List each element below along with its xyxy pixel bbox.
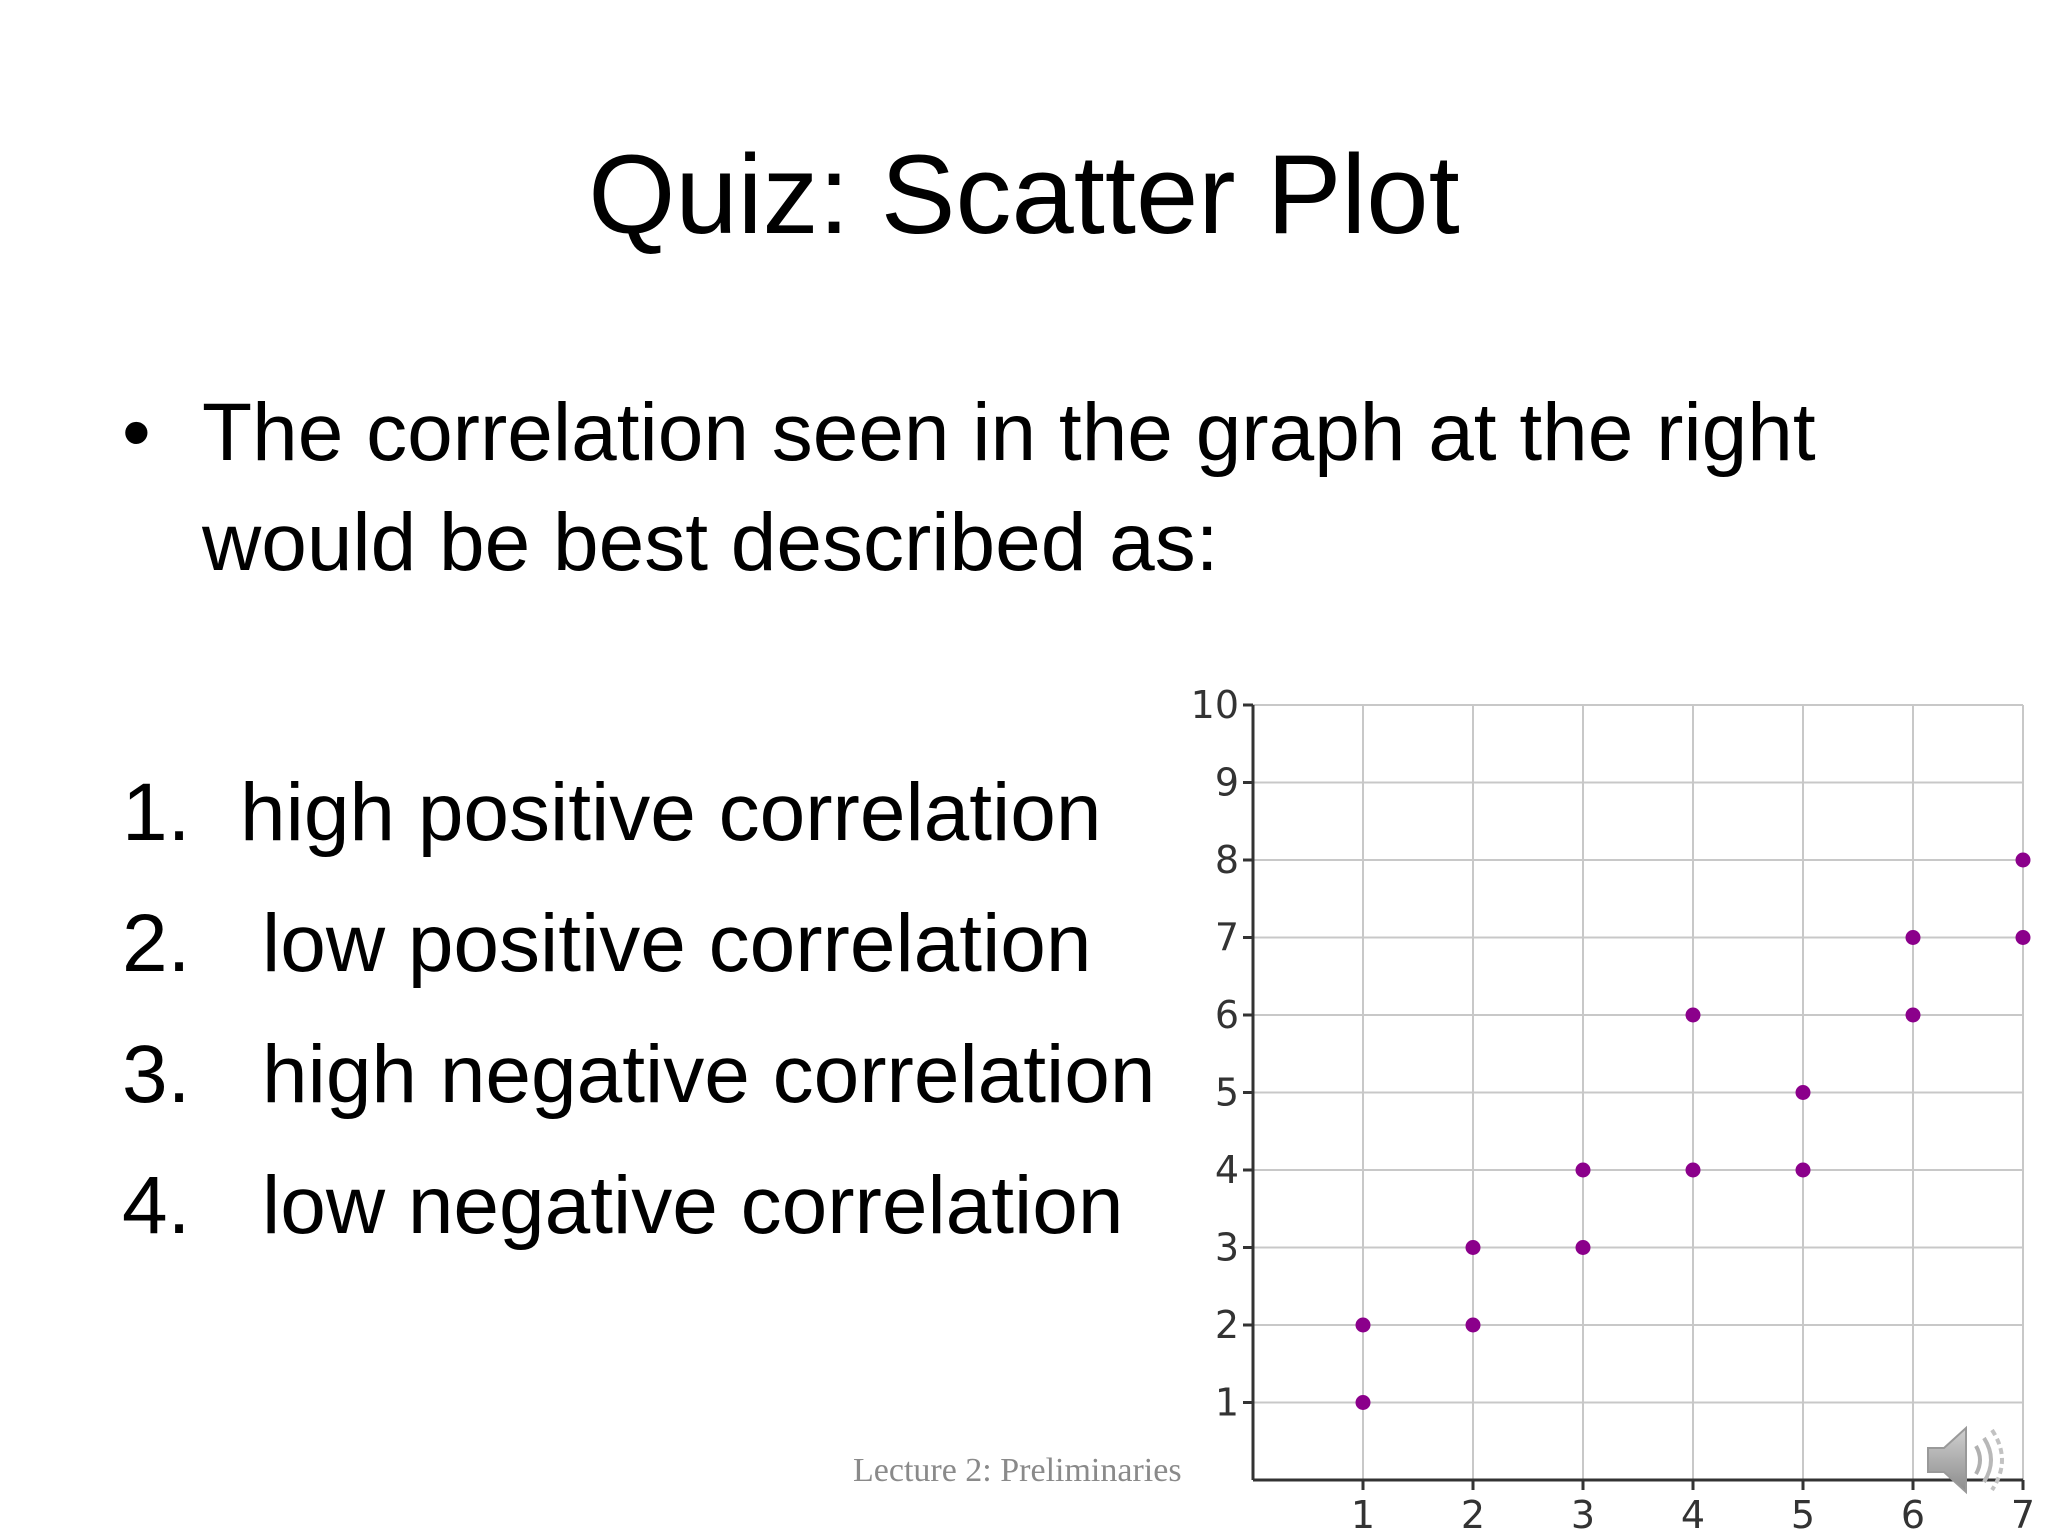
x-tick-label-1: 1 [1351,1493,1375,1536]
data-point-6 [1575,1162,1591,1178]
speaker-icon[interactable] [1918,1410,2018,1515]
data-point-11 [1905,1007,1921,1023]
x-tick-label-4: 4 [1681,1493,1705,1536]
scatter-chart: 1 2 3 4 5 6 7 8 9 10 1 2 3 4 5 6 7 [1180,680,2048,1536]
slide-title: Quiz: Scatter Plot [588,132,1460,257]
option-label: low positive correlation [262,898,1092,989]
y-tick-label-7: 7 [1215,916,1239,960]
option-label: high negative correlation [262,1029,1156,1120]
data-point-4 [1465,1240,1481,1255]
data-point-14 [2015,852,2031,868]
x-tick-label-3: 3 [1571,1493,1595,1536]
x-tick-label-6: 6 [1901,1493,1925,1536]
option-number: 3. [122,1029,191,1120]
data-point-12 [1905,930,1921,945]
question-line-1: The correlation seen in the graph at the… [202,387,1816,478]
y-tick-label-8: 8 [1215,838,1239,882]
y-tick-label-2: 2 [1215,1303,1239,1347]
x-tick-label-5: 5 [1791,1493,1815,1536]
chart-points [1355,852,2031,1410]
chart-grid [1253,704,2024,1480]
y-tick-label-1: 1 [1215,1381,1239,1425]
y-tick-label-9: 9 [1215,761,1239,805]
x-tick-label-7: 7 [2011,1493,2035,1536]
data-point-9 [1795,1162,1811,1178]
option-label: high positive correlation [240,767,1102,858]
y-tick-label-4: 4 [1215,1148,1239,1192]
bullet-marker: • [122,387,151,478]
question-line-2: would be best described as: [202,497,1219,588]
data-point-13 [2015,930,2031,945]
data-point-2 [1355,1317,1371,1333]
slide-footer: Lecture 2: Preliminaries [853,1452,1182,1489]
scatter-chart-svg: 1 2 3 4 5 6 7 8 9 10 1 2 3 4 5 6 7 [1191,683,2035,1536]
option-label: low negative correlation [262,1160,1124,1251]
data-point-7 [1685,1162,1701,1178]
option-number: 4. [122,1160,191,1251]
option-number: 2. [122,898,191,989]
chart-ticks: 1 2 3 4 5 6 7 8 9 10 1 2 3 4 5 6 7 [1191,683,2035,1536]
data-point-1 [1355,1395,1371,1410]
data-point-10 [1795,1085,1811,1100]
y-tick-label-5: 5 [1215,1071,1239,1115]
y-tick-label-10: 10 [1191,683,1239,727]
y-tick-label-6: 6 [1215,993,1239,1037]
option-number: 1. [122,767,191,858]
data-point-5 [1575,1240,1591,1255]
y-tick-label-3: 3 [1215,1226,1239,1270]
data-point-3 [1465,1317,1481,1333]
question-text: The correlation seen in the graph at the… [202,378,2002,598]
data-point-8 [1685,1007,1701,1023]
x-tick-label-2: 2 [1461,1493,1485,1536]
